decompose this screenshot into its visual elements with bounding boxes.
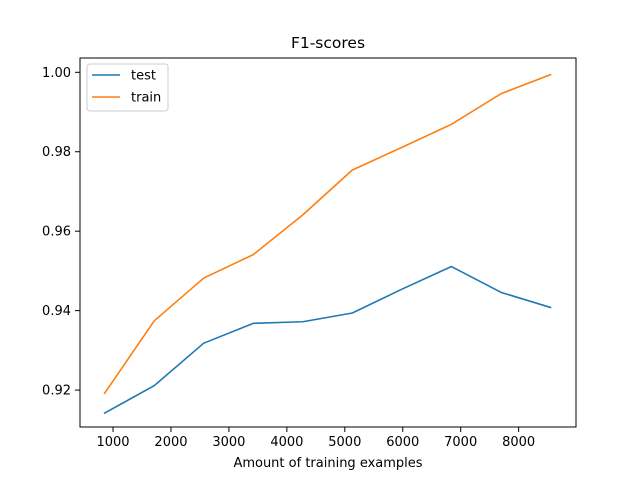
- x-tick-label: 6000: [386, 435, 419, 450]
- series-layer: [103, 73, 552, 415]
- x-tick-label: 5000: [328, 435, 361, 450]
- axes-frame: [79, 57, 577, 428]
- x-tick-label: 4000: [270, 435, 303, 450]
- y-tick-label: 0.96: [42, 225, 71, 240]
- legend: test train: [86, 63, 169, 112]
- x-tick-label: 2000: [154, 435, 187, 450]
- legend-items: test train: [92, 69, 161, 106]
- series-line-train: [103, 73, 552, 395]
- x-axis-label: Amount of training examples: [233, 456, 422, 471]
- y-axis: 0.92 0.94 0.96 0.98 1.00: [42, 66, 80, 399]
- chart-title: F1-scores: [291, 34, 365, 52]
- plot-area: [79, 57, 577, 428]
- y-tick-label: 1.00: [42, 66, 71, 81]
- legend-label-test: test: [131, 69, 156, 84]
- series-line-test: [103, 265, 552, 415]
- x-tick-label: 7000: [444, 435, 477, 450]
- y-tick-label: 0.94: [42, 304, 71, 319]
- x-tick-label: 8000: [502, 435, 535, 450]
- x-axis: 1000 2000 3000 4000 5000 6000 7000 8000: [96, 427, 535, 450]
- x-tick-label: 3000: [212, 435, 245, 450]
- y-tick-label: 0.98: [42, 145, 71, 160]
- x-tick-label: 1000: [96, 435, 129, 450]
- y-tick-label: 0.92: [42, 384, 71, 399]
- legend-label-train: train: [131, 91, 161, 106]
